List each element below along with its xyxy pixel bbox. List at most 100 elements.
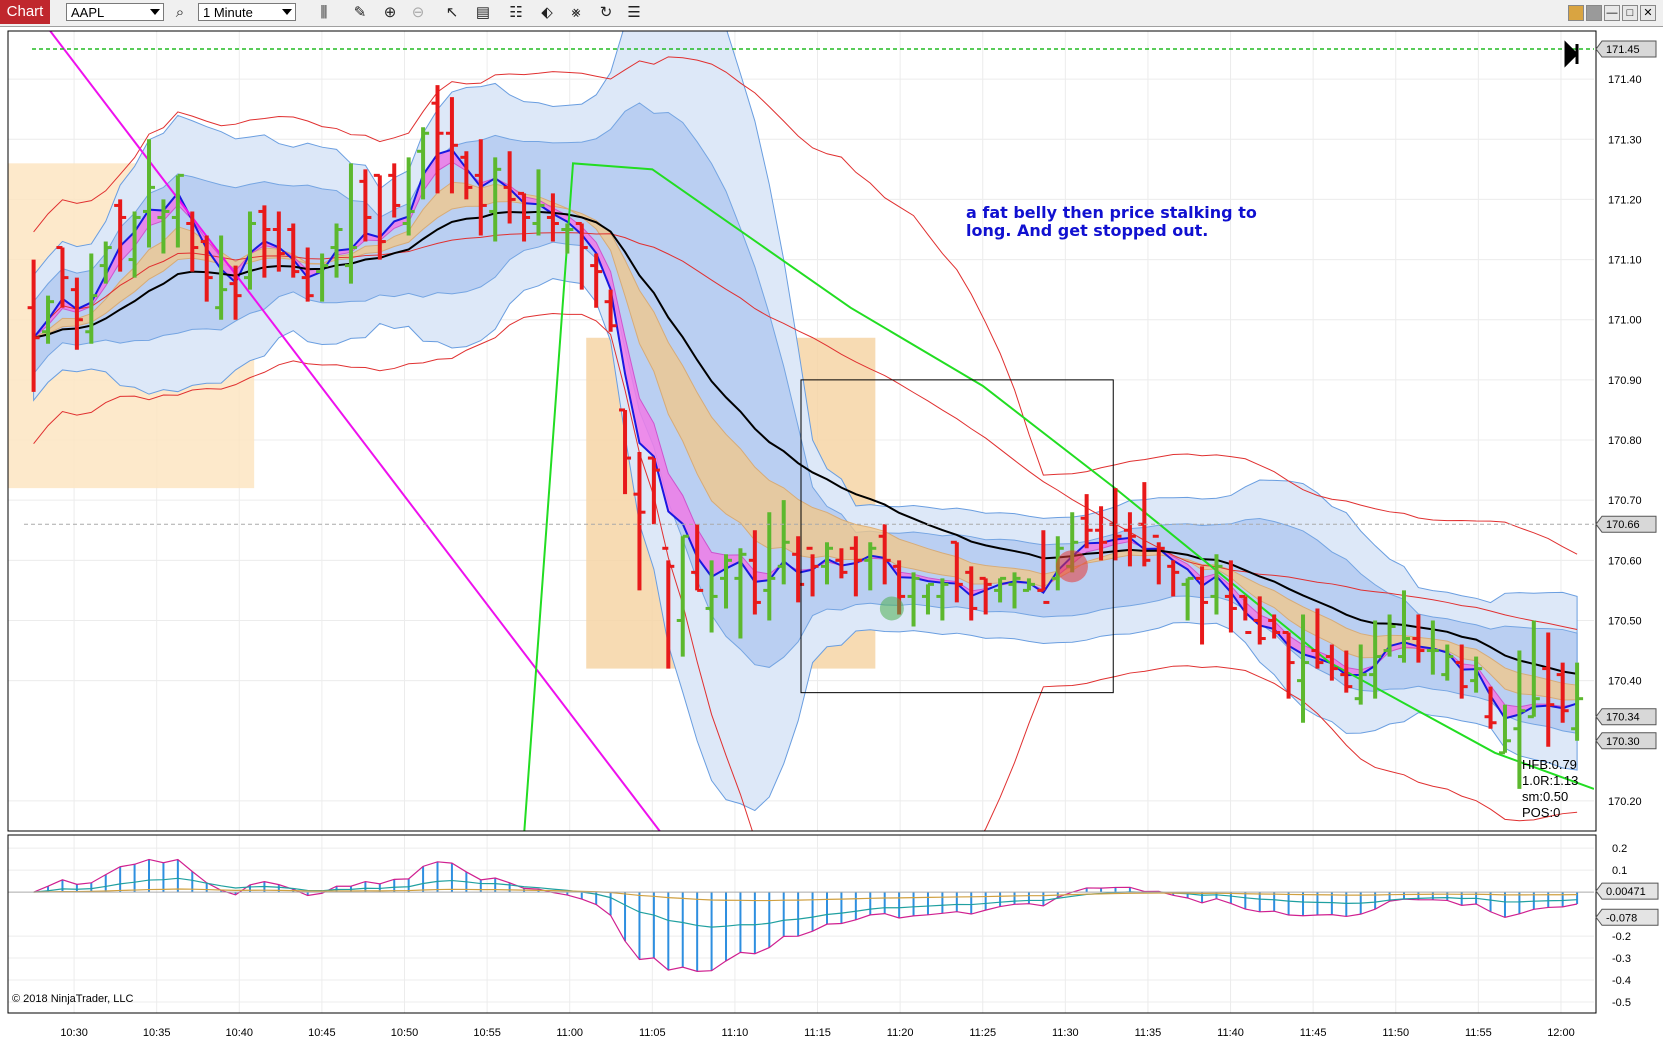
x-tick-label: 12:00 bbox=[1547, 1027, 1575, 1039]
price-bar bbox=[1556, 662, 1569, 723]
price-bar bbox=[777, 500, 790, 585]
copyright: © 2018 NinjaTrader, LLC bbox=[12, 993, 134, 1005]
scroll-to-end-icon[interactable] bbox=[1564, 40, 1579, 68]
price-bar bbox=[417, 127, 430, 200]
price-bar bbox=[431, 85, 444, 194]
price-bar bbox=[445, 97, 458, 194]
instrument-selector[interactable]: AAPL bbox=[66, 3, 164, 21]
strategies-icon[interactable]: ☷ bbox=[509, 4, 523, 21]
y-tick-label: 171.30 bbox=[1608, 134, 1642, 146]
x-tick-label: 10:55 bbox=[473, 1027, 501, 1039]
price-bar bbox=[1412, 614, 1425, 663]
price-bar bbox=[215, 235, 228, 320]
price-bar bbox=[1196, 566, 1209, 645]
y-tick-label: 170.70 bbox=[1608, 495, 1642, 507]
pencil-icon[interactable]: ✎ bbox=[353, 4, 367, 21]
macd-tick-label: -0.3 bbox=[1612, 953, 1631, 965]
chart-tab[interactable]: Chart bbox=[0, 0, 50, 24]
x-tick-label: 11:55 bbox=[1465, 1027, 1492, 1039]
price-bar bbox=[705, 560, 718, 633]
price-bar bbox=[662, 546, 675, 669]
refresh-icon[interactable]: ↻ bbox=[599, 4, 613, 21]
minimize-icon[interactable]: — bbox=[1604, 5, 1620, 21]
x-tick-label: 11:45 bbox=[1300, 1027, 1327, 1039]
price-bar bbox=[402, 157, 415, 236]
interval-selector[interactable]: 1 Minute bbox=[198, 3, 296, 21]
price-bar bbox=[1297, 614, 1310, 723]
slow-signal-line bbox=[33, 888, 1578, 902]
indicator-lines bbox=[32, 31, 1594, 831]
price-bar bbox=[604, 289, 617, 332]
x-tick-label: 11:25 bbox=[969, 1027, 996, 1039]
y-tick-label: 170.80 bbox=[1608, 435, 1642, 447]
close-icon[interactable]: ✕ bbox=[1640, 5, 1656, 21]
chevron-down-icon bbox=[150, 9, 160, 15]
price-bar bbox=[532, 169, 545, 236]
price-bar bbox=[849, 536, 862, 597]
price-bar bbox=[734, 548, 747, 639]
price-bar bbox=[344, 163, 357, 284]
y-tick-label: 170.60 bbox=[1608, 555, 1642, 567]
color-icon[interactable] bbox=[1568, 5, 1584, 21]
y-tick-label: 170.90 bbox=[1608, 375, 1642, 387]
data-box-icon[interactable]: ▤ bbox=[475, 4, 491, 21]
strategy-stats: HFB:0.79 1.0R:1.13 sm:0.50 POS:0 bbox=[1522, 757, 1578, 821]
price-bar bbox=[474, 139, 487, 236]
price-bar bbox=[489, 157, 502, 242]
x-tick-label: 11:30 bbox=[1052, 1027, 1079, 1039]
price-bars bbox=[27, 85, 1584, 789]
annotation-line-2: long. And get stopped out. bbox=[966, 221, 1209, 240]
zoom-out-icon[interactable]: ⊖ bbox=[411, 4, 425, 21]
price-bar bbox=[1080, 494, 1093, 549]
price-bar bbox=[287, 223, 300, 278]
price-bar bbox=[1239, 594, 1252, 635]
x-tick-label: 11:15 bbox=[804, 1027, 831, 1039]
macd-tick-label: -0.2 bbox=[1612, 931, 1631, 943]
maximize-icon[interactable]: □ bbox=[1622, 5, 1638, 21]
price-bar bbox=[1498, 704, 1511, 755]
macd-marker-label: 0.00471 bbox=[1606, 886, 1646, 898]
y-tick-label: 170.40 bbox=[1608, 676, 1642, 688]
y-tick-label: 171.40 bbox=[1608, 74, 1642, 86]
price-bar bbox=[720, 554, 733, 609]
price-bar bbox=[1095, 506, 1108, 561]
macd-marker-label: -0.078 bbox=[1606, 912, 1637, 924]
price-bar bbox=[950, 540, 963, 603]
x-tick-label: 11:05 bbox=[639, 1027, 666, 1039]
drawing-tools-icon[interactable]: ⨳ bbox=[571, 4, 581, 21]
price-marker-label: 170.30 bbox=[1606, 736, 1640, 748]
price-bar bbox=[272, 211, 285, 272]
bar-style-icon[interactable]: ⫼ bbox=[320, 4, 328, 21]
price-bar bbox=[1210, 554, 1223, 615]
pointer-icon[interactable]: ↖ bbox=[445, 4, 459, 21]
price-bar bbox=[748, 530, 761, 615]
x-tick-label: 11:40 bbox=[1217, 1027, 1244, 1039]
price-bar bbox=[1441, 644, 1454, 681]
price-bar bbox=[864, 542, 877, 591]
x-tick-label: 10:50 bbox=[391, 1027, 419, 1039]
properties-icon[interactable]: ☰ bbox=[627, 4, 641, 21]
price-bar bbox=[186, 211, 199, 272]
price-bar bbox=[1224, 560, 1237, 633]
price-bar bbox=[921, 582, 934, 615]
price-bar bbox=[56, 246, 69, 308]
price-markers: 171.45 170.66 170.34 170.30 0.00471 -0.078 bbox=[1595, 40, 1659, 926]
x-tick-label: 11:20 bbox=[887, 1027, 914, 1039]
price-bar bbox=[806, 546, 819, 597]
price-bar bbox=[965, 566, 978, 621]
price-bar bbox=[171, 173, 184, 248]
price-bar bbox=[1311, 608, 1324, 669]
price-bar bbox=[99, 241, 112, 284]
chart-trader-icon[interactable]: ⬖ bbox=[541, 4, 553, 21]
price-bar bbox=[763, 512, 776, 621]
x-tick-label: 10:30 bbox=[60, 1027, 88, 1039]
panel-frames bbox=[7, 30, 1597, 1014]
theme-icon[interactable] bbox=[1586, 5, 1602, 21]
search-icon[interactable]: ⌕ bbox=[175, 4, 185, 21]
x-tick-label: 10:40 bbox=[226, 1027, 254, 1039]
macd-tick-label: 0.2 bbox=[1612, 843, 1627, 855]
price-bar bbox=[114, 199, 127, 272]
zoom-in-icon[interactable]: ⊕ bbox=[383, 4, 397, 21]
macd-histogram bbox=[8, 858, 1594, 972]
chart-area[interactable]: 10:30 10:35 10:40 10:45 10:50 10:55 11:00 11:05… bbox=[0, 27, 1663, 1050]
